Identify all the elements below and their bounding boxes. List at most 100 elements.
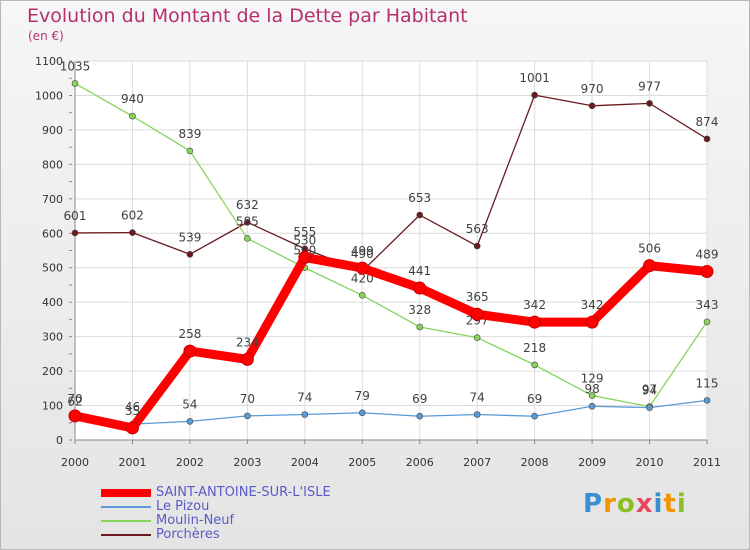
y-tick-label: 700 (42, 193, 63, 206)
data-label: 70 (240, 392, 255, 406)
legend-swatch-saint-antoine (101, 489, 151, 497)
data-label: 365 (466, 290, 489, 304)
data-point (643, 259, 657, 273)
data-point (358, 291, 366, 299)
data-label: 489 (696, 248, 719, 262)
legend-label-le-pizou: Le Pizou (156, 499, 210, 514)
chart-unit-label: (en €) (28, 29, 64, 43)
data-point (68, 409, 82, 423)
y-tick-label: 1000 (35, 89, 63, 102)
data-point (473, 411, 481, 418)
data-point (646, 404, 653, 411)
data-label: 46 (125, 400, 140, 414)
data-label: 69 (527, 392, 542, 406)
data-point (129, 229, 136, 236)
data-label: 62 (67, 395, 82, 409)
chart-title: Evolution du Montant de la Dette par Hab… (27, 5, 468, 27)
logo-letter: i (653, 489, 664, 519)
y-tick-label: 900 (42, 124, 63, 137)
data-point (186, 418, 194, 425)
data-point (700, 265, 714, 279)
legend-item-saint-antoine: SAINT-ANTOINE-SUR-L'ISLE (101, 486, 331, 500)
logo-letter: o (616, 489, 636, 519)
x-tick-label: 2003 (233, 456, 261, 469)
y-tick-label: 500 (42, 262, 63, 275)
data-label: 555 (293, 225, 316, 239)
data-label: 35 (125, 404, 140, 418)
logo-letter: r (603, 489, 617, 519)
data-point (473, 334, 481, 341)
data-label: 328 (408, 303, 431, 317)
data-label: 563 (466, 222, 489, 236)
x-tick-label: 2008 (521, 456, 549, 469)
y-tick-label: 0 (56, 434, 63, 447)
data-point (531, 412, 538, 420)
data-point (416, 323, 424, 331)
legend-label-moulin-neuf: Moulin-Neuf (156, 513, 235, 528)
data-label: 74 (470, 391, 485, 405)
data-label: 234 (236, 335, 259, 349)
data-label: 94 (642, 384, 657, 398)
data-point (703, 135, 711, 143)
x-tick-label: 2001 (118, 456, 146, 469)
data-point (531, 91, 538, 99)
series-line (74, 82, 708, 408)
y-tick-label: 300 (42, 331, 63, 344)
data-label: 343 (696, 298, 719, 312)
data-label: 441 (408, 264, 431, 278)
logo-letter: x (635, 489, 654, 519)
x-tick-label: 2007 (463, 456, 491, 469)
data-label: 506 (638, 242, 661, 256)
x-tick-label: 2009 (578, 456, 606, 469)
data-point (244, 218, 251, 226)
data-point (298, 250, 312, 264)
data-label: 1035 (60, 59, 91, 73)
data-point (588, 392, 596, 399)
data-point (585, 315, 599, 329)
data-point (125, 421, 139, 435)
data-label: 342 (523, 298, 546, 312)
data-point (301, 411, 309, 418)
x-tick-label: 2005 (348, 456, 376, 469)
data-label: 539 (178, 230, 201, 244)
data-point (358, 409, 366, 417)
data-point (416, 211, 424, 219)
data-point (129, 112, 136, 120)
x-tick-label: 2004 (291, 456, 319, 469)
x-tick-label: 2011 (693, 456, 721, 469)
data-point (473, 242, 481, 250)
data-label: 874 (696, 115, 719, 129)
y-tick-label: 800 (42, 158, 63, 171)
data-point (531, 361, 538, 369)
data-label: 129 (581, 372, 604, 386)
legend-label-porcheres: Porchères (156, 527, 220, 542)
data-point (528, 315, 542, 329)
data-point (71, 80, 79, 87)
data-label: 98 (584, 382, 599, 396)
x-tick-label: 2006 (406, 456, 434, 469)
data-label: 601 (64, 209, 87, 223)
data-label: 74 (297, 391, 312, 405)
data-point (240, 352, 254, 366)
x-tick-label: 2002 (176, 456, 204, 469)
legend-item-le-pizou: Le Pizou (101, 500, 331, 514)
logo-letter: P (583, 489, 604, 519)
y-tick-label: 1100 (35, 55, 63, 68)
data-point (646, 100, 653, 107)
data-point (588, 402, 596, 410)
series-line (74, 94, 708, 272)
data-point (244, 235, 251, 242)
data-point (244, 412, 251, 420)
data-point (413, 281, 427, 295)
data-label: 1001 (519, 71, 550, 85)
data-label: 653 (408, 191, 431, 205)
data-label: 54 (182, 397, 197, 411)
series-line (70, 252, 712, 433)
legend-item-moulin-neuf: Moulin-Neuf (101, 514, 331, 528)
legend: SAINT-ANTOINE-SUR-L'ISLE Le Pizou Moulin… (101, 486, 331, 542)
data-point (588, 102, 596, 110)
x-tick-label: 2000 (61, 456, 89, 469)
data-label: 115 (696, 376, 719, 390)
